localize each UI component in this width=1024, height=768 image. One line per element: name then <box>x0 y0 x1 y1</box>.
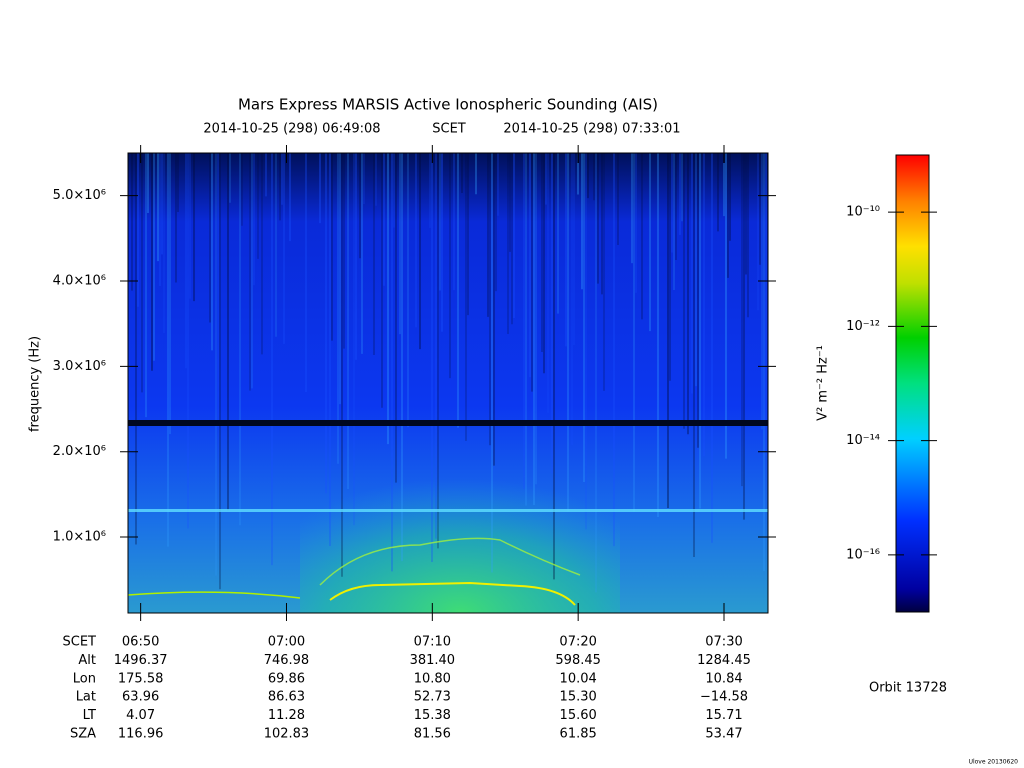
ephemeris-value: 63.96 <box>122 690 159 705</box>
ephemeris-value: 1284.45 <box>697 653 751 668</box>
ephemeris-value: 4.07 <box>126 708 155 723</box>
ephemeris-row-name: Alt <box>78 653 96 668</box>
colorbar-tick-label: 10⁻¹⁶ <box>846 547 880 562</box>
ephemeris-value: 102.83 <box>264 727 310 742</box>
colorbar-tick-label: 10⁻¹⁰ <box>846 205 880 220</box>
ephemeris-row-name: Lon <box>73 671 96 686</box>
plot-frame <box>127 152 769 614</box>
ephemeris-value: 10.84 <box>705 671 742 686</box>
ephemeris-header: SCET <box>63 635 97 650</box>
texture <box>128 420 768 426</box>
colorbar-tick-label: 10⁻¹⁴ <box>846 433 880 448</box>
ephemeris-value: 116.96 <box>118 727 164 742</box>
ephemeris-value: 69.86 <box>268 671 305 686</box>
ephemeris-value: 15.60 <box>560 708 597 723</box>
colorbar-label: V² m⁻² Hz⁻¹ <box>816 345 831 421</box>
ephemeris-value: 53.47 <box>705 727 742 742</box>
y-tick-label: 5.0×10⁶ <box>53 188 106 203</box>
ephemeris-value: −14.58 <box>700 690 748 705</box>
ephemeris-value: 61.85 <box>560 727 597 742</box>
ephemeris-value: 1496.37 <box>114 653 168 668</box>
time-label: SCET <box>432 122 466 137</box>
texture <box>329 581 576 606</box>
texture <box>128 509 768 512</box>
ephemeris-value: 10.04 <box>560 671 597 686</box>
ephemeris-row-name: LT <box>83 708 96 723</box>
texture <box>319 537 581 586</box>
colorbar-tick-label: 10⁻¹² <box>846 319 880 334</box>
x-tick-label: 07:10 <box>414 635 451 650</box>
x-tick-label: 07:30 <box>705 635 742 650</box>
spectrogram <box>128 153 768 613</box>
ephemeris-value: 52.73 <box>414 690 451 705</box>
ephemeris-row-name: SZA <box>70 727 96 742</box>
y-tick-label: 2.0×10⁶ <box>53 444 106 459</box>
ephemeris-value: 11.28 <box>268 708 305 723</box>
y-axis-label: frequency (Hz) <box>28 336 43 432</box>
ephemeris-value: 381.40 <box>410 653 456 668</box>
ephemeris-value: 746.98 <box>264 653 310 668</box>
ephemeris-value: 15.30 <box>560 690 597 705</box>
x-tick-label: 07:00 <box>268 635 305 650</box>
end-time: 2014-10-25 (298) 07:33:01 <box>503 122 680 137</box>
ephemeris-value: 15.71 <box>705 708 742 723</box>
y-tick-label: 1.0×10⁶ <box>53 530 106 545</box>
ephemeris-row-name: Lat <box>76 690 96 705</box>
x-tick-label: 06:50 <box>122 635 159 650</box>
ephemeris-value: 175.58 <box>118 671 164 686</box>
spectrogram-glow <box>300 420 620 613</box>
credit: Ulove 20130620 <box>969 759 1019 766</box>
start-time: 2014-10-25 (298) 06:49:08 <box>203 122 380 137</box>
orbit: Orbit 13728 <box>869 681 947 696</box>
texture <box>128 591 301 599</box>
colorbar <box>895 154 930 613</box>
ephemeris-value: 86.63 <box>268 690 305 705</box>
ephemeris-value: 10.80 <box>414 671 451 686</box>
ephemeris-value: 81.56 <box>414 727 451 742</box>
ephemeris-value: 15.38 <box>414 708 451 723</box>
y-tick-label: 4.0×10⁶ <box>53 274 106 289</box>
y-tick-label: 3.0×10⁶ <box>53 359 106 374</box>
chart-title: Mars Express MARSIS Active Ionospheric S… <box>238 96 658 114</box>
x-tick-label: 07:20 <box>559 635 596 650</box>
ephemeris-value: 598.45 <box>555 653 601 668</box>
